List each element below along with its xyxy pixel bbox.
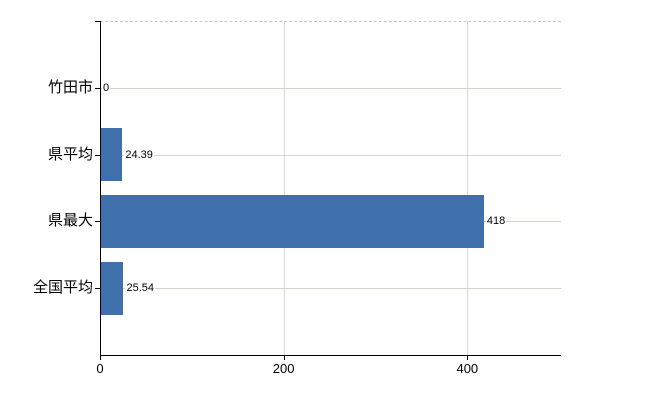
plot-area: 0 200 400 竹田市 0 県平均 24.39 県最大 418 全国平均 25.54 bbox=[33, 21, 561, 376]
bar-value-label: 25.54 bbox=[125, 281, 155, 296]
y-axis-tick bbox=[95, 87, 100, 89]
y-axis-tick bbox=[95, 221, 100, 223]
bar bbox=[100, 194, 484, 248]
x-tick-label: 0 bbox=[96, 361, 104, 376]
category-label: 竹田市 bbox=[47, 78, 93, 96]
y-axis-tick bbox=[95, 21, 100, 22]
x-axis-tick bbox=[283, 355, 285, 360]
category-label: 県最大 bbox=[47, 212, 93, 230]
horizontal-gridline bbox=[100, 154, 561, 156]
bar bbox=[100, 261, 124, 315]
horizontal-gridline bbox=[100, 288, 561, 290]
y-axis-line bbox=[100, 21, 101, 355]
bar-value-label: 24.39 bbox=[124, 147, 154, 162]
bar bbox=[100, 128, 123, 182]
x-tick-label: 200 bbox=[272, 361, 295, 376]
category-label: 全国平均 bbox=[32, 279, 93, 297]
plot-top-border bbox=[100, 21, 561, 22]
x-axis-tick bbox=[467, 355, 469, 360]
x-axis-line bbox=[100, 355, 561, 356]
horizontal-gridline bbox=[100, 87, 561, 89]
x-axis-tick bbox=[100, 355, 101, 360]
x-tick-label: 400 bbox=[456, 361, 479, 376]
y-axis-tick bbox=[95, 154, 100, 156]
bar-value-label: 418 bbox=[485, 214, 507, 229]
y-axis-tick bbox=[95, 288, 100, 290]
vertical-gridline bbox=[283, 21, 285, 355]
vertical-gridline bbox=[467, 21, 469, 355]
bar-value-label: 0 bbox=[102, 80, 111, 95]
category-label: 県平均 bbox=[47, 145, 93, 163]
